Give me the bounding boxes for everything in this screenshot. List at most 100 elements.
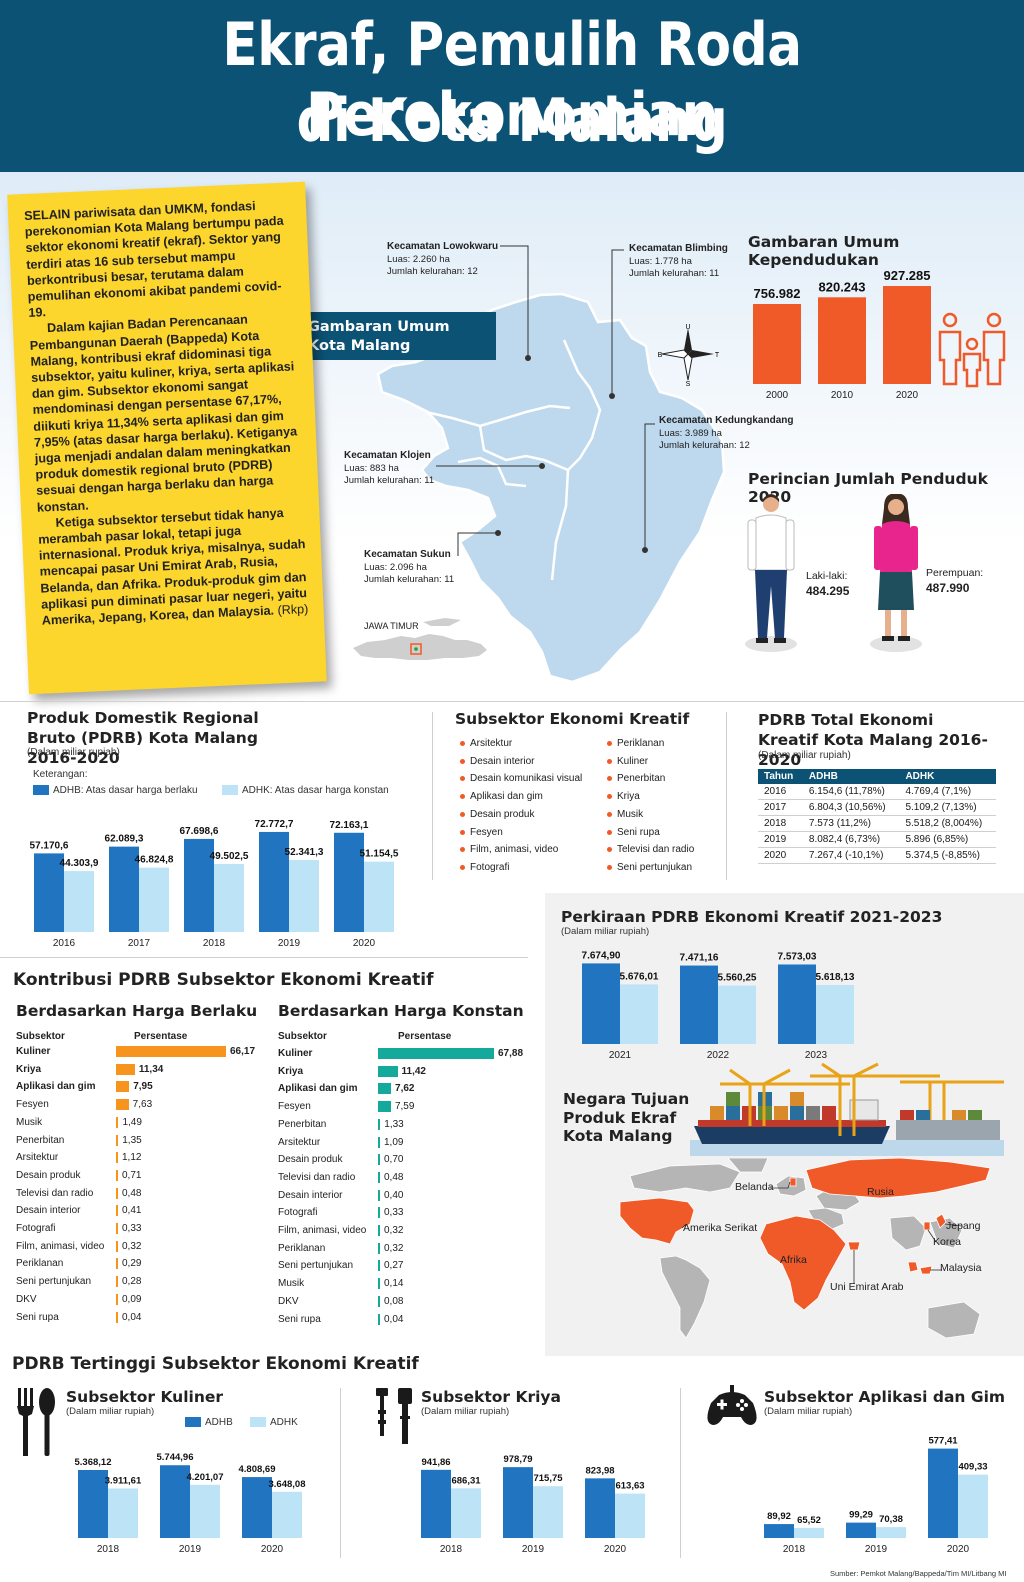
intro-note: SELAIN pariwisata dan UMKM, fondasi pere… <box>7 181 327 695</box>
family-icon <box>938 312 1006 388</box>
kontribusi-value-label: 0,48 <box>384 1171 404 1183</box>
forecast-year-label: 2022 <box>707 1050 730 1061</box>
kuliner-bar-adhb <box>78 1470 108 1538</box>
kontribusi-category-label: Kuliner <box>16 1046 51 1057</box>
kontribusi-bar <box>116 1223 118 1234</box>
kontribusi-category-label: Kriya <box>16 1063 42 1075</box>
fork-spoon-icon <box>17 1388 55 1456</box>
gim-value-label: 65,52 <box>797 1515 821 1526</box>
kontribusi-value-label: 0,28 <box>122 1276 142 1288</box>
table-cell: 2020 <box>758 847 803 864</box>
district-lowokwaru: Kecamatan Lowokwaru Luas: 2.260 ha Jumlah … <box>387 241 499 277</box>
country-korea: Korea <box>933 1236 962 1248</box>
male-value: 484.295 <box>806 584 850 598</box>
pdrb-bar-adhb <box>334 832 364 932</box>
kontribusi-value-label: 0,32 <box>122 1240 142 1252</box>
kontribusi-value-label: 7,95 <box>133 1081 153 1093</box>
kriya-bar-adhb <box>585 1478 615 1538</box>
table-cell: 4.769,4 (7,1%) <box>899 784 996 800</box>
source-note: Sumber: Pemkot Malang/Bappeda/Tim MI/Lit… <box>830 1569 1007 1578</box>
subsektor-list-col2: Periklanan Kuliner Penerbitan Kriya Musik Sen… <box>607 735 694 877</box>
population-bar <box>818 297 866 384</box>
kontribusi-bar <box>378 1278 380 1290</box>
pdrb-value-label: 57.170,6 <box>30 840 69 851</box>
forecast-title: Perkiraan PDRB Ekonomi Kreatif 2021-2023 <box>561 908 943 926</box>
tertinggi-legend-adhb: ADHB <box>185 1417 233 1428</box>
kriya-bar-adhb <box>421 1469 451 1538</box>
kontribusi-value-label: 0,27 <box>384 1260 404 1272</box>
table-cell: 5.518,2 (8,004%) <box>899 815 996 832</box>
intro-paragraph-1: SELAIN pariwisata dan UMKM, fondasi pere… <box>23 198 284 321</box>
pdrb-value-label: 72.772,7 <box>255 819 294 830</box>
woman-icon <box>870 494 922 652</box>
subsektor-list-item: Penerbitan <box>607 770 694 788</box>
harbor-icon <box>690 1062 1004 1156</box>
population-year-label: 2000 <box>766 390 789 401</box>
kontribusi-value-label: 0,32 <box>384 1225 404 1236</box>
population-value-label: 820.243 <box>819 279 866 294</box>
pdrb-bar-adhb <box>184 838 214 932</box>
country-jepang: Jepang <box>946 1220 981 1232</box>
kontribusi-value-label: 1,35 <box>122 1134 142 1146</box>
subsektor-list-item: Seni pertunjukan <box>607 859 694 877</box>
kontribusi-bar <box>378 1065 398 1077</box>
kontribusi-category-label: Desain produk <box>278 1154 343 1166</box>
table-header-tahun: Tahun <box>758 769 803 784</box>
kriya-year-label: 2020 <box>604 1544 627 1555</box>
kontribusi-category-label: Seni rupa <box>278 1313 321 1325</box>
forecast-bar-adhk <box>816 985 854 1044</box>
kontribusi-value-label: 0,09 <box>122 1293 142 1305</box>
kriya-year-label: 2018 <box>440 1544 463 1555</box>
kontribusi-category-label: Desain interior <box>16 1205 81 1217</box>
pdrb-value-label: 52.341,3 <box>285 847 324 858</box>
forecast-value-label: 7.471,16 <box>680 953 719 964</box>
kontribusi-value-label: 0,70 <box>384 1154 404 1166</box>
country-afrika: Afrika <box>780 1254 807 1266</box>
kuliner-year-label: 2019 <box>179 1544 202 1555</box>
kontribusi-bar <box>378 1171 380 1183</box>
subsektor-list-item: Desain produk <box>460 806 582 824</box>
kontribusi-category-label: Fotografi <box>16 1223 56 1234</box>
kontribusi-category-label: Aplikasi dan gim <box>278 1083 358 1095</box>
country-uni-emirat-arab: Uni Emirat Arab <box>830 1281 904 1293</box>
subsektor-list-item: Aplikasi dan gim <box>460 788 582 806</box>
gim-value-label: 99,29 <box>849 1510 873 1521</box>
kriya-unit: (Dalam miliar rupiah) <box>421 1406 510 1417</box>
kontribusi-category-label: Arsitektur <box>278 1136 321 1148</box>
kriya-value-label: 823,98 <box>585 1465 614 1476</box>
kontribusi-value-label: 1,09 <box>384 1136 404 1148</box>
gim-chart: 89,92 65,52 2018 99,29 70,38 2019 577,41 409,33… <box>764 1436 988 1555</box>
kontribusi-bar <box>378 1207 380 1219</box>
kontribusi-bar <box>116 1240 118 1252</box>
kontribusi-bar <box>378 1242 380 1254</box>
subsektor-list-item: Fotografi <box>460 859 582 877</box>
table-row: 2020 7.267,4 (-10,1%) 5.374,5 (-8,85%) <box>758 847 996 864</box>
total-table-unit: (Dalam miliar rupiah) <box>758 750 851 761</box>
gim-bar-adhb <box>846 1522 876 1538</box>
pdrb-value-label: 62.089,3 <box>105 834 144 845</box>
compass-e: T <box>715 352 720 359</box>
malang-map <box>376 292 726 684</box>
forecast-value-label: 5.560,25 <box>718 973 757 984</box>
export-title: Negara Tujuan Produk Ekraf Kota Malang <box>563 1090 690 1145</box>
kontribusi-category-label: Televisi dan radio <box>278 1171 356 1183</box>
pdrb-year-label: 2016 <box>53 938 76 949</box>
gim-year-label: 2020 <box>947 1544 970 1555</box>
kontribusi-value-label: 0,29 <box>122 1258 142 1270</box>
pdrb-total-table: Tahun ADHB ADHK 2016 6.154,6 (11,78%) 4.76… <box>758 769 996 864</box>
pdrb-bar-adhb <box>109 846 139 932</box>
forecast-bar-adhb <box>680 965 718 1044</box>
subsektor-list-item: Musik <box>607 806 694 824</box>
female-label: Perempuan: <box>926 567 984 579</box>
world-map-icon <box>619 1158 991 1339</box>
gim-bar-adhb <box>764 1524 794 1538</box>
kontribusi-bar <box>378 1260 380 1272</box>
forecast-value-label: 7.573,03 <box>778 951 817 962</box>
table-header-adhb: ADHB <box>802 769 900 784</box>
population-chart: 756.982 2000 820.243 2010 927.285 2020 <box>753 268 931 401</box>
kuliner-bar-adhb <box>242 1477 272 1538</box>
forecast-unit: (Dalam miliar rupiah) <box>561 926 650 937</box>
kontribusi-category-label: Fesyen <box>278 1101 311 1113</box>
kontribusi-right-col-persen: Persentase <box>398 1031 452 1042</box>
kontribusi-right-col-subsektor: Subsektor <box>278 1031 327 1042</box>
